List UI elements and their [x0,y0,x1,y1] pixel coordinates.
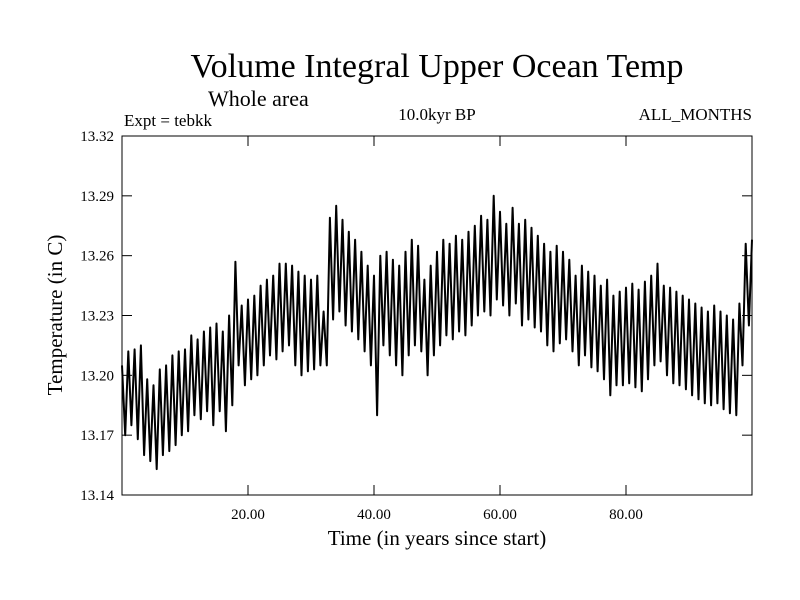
y-axis-ticks: 13.14 13.17 13.20 13.23 13.26 13.29 13.32 [80,129,752,504]
x-tick-label-3: 80.00 [609,507,643,523]
x-tick-label-1: 40.00 [357,507,391,523]
x-tick-label-2: 60.00 [483,507,517,523]
x-tick-label-0: 20.00 [231,507,265,523]
temperature-series-line [121,194,753,471]
experiment-label: Expt = tebkk [124,111,212,130]
y-axis-label: Temperature (in C) [43,235,67,396]
y-tick-label-3: 13.23 [80,309,114,325]
y-tick-label-1: 13.17 [80,428,114,444]
y-tick-label-2: 13.20 [80,368,114,384]
x-axis-ticks: 20.00 40.00 60.00 80.00 [231,136,643,523]
months-label: ALL_MONTHS [639,105,752,124]
y-tick-label-5: 13.29 [80,189,114,205]
chart-subtitle: Whole area [208,86,309,111]
y-tick-label-0: 13.14 [80,488,114,504]
y-tick-label-6: 13.32 [80,129,114,145]
y-tick-label-4: 13.26 [80,249,114,265]
plot-frame [121,135,753,496]
period-label: 10.0kyr BP [398,105,475,124]
x-axis-label: Time (in years since start) [328,526,547,550]
chart-title: Volume Integral Upper Ocean Temp [191,48,684,85]
